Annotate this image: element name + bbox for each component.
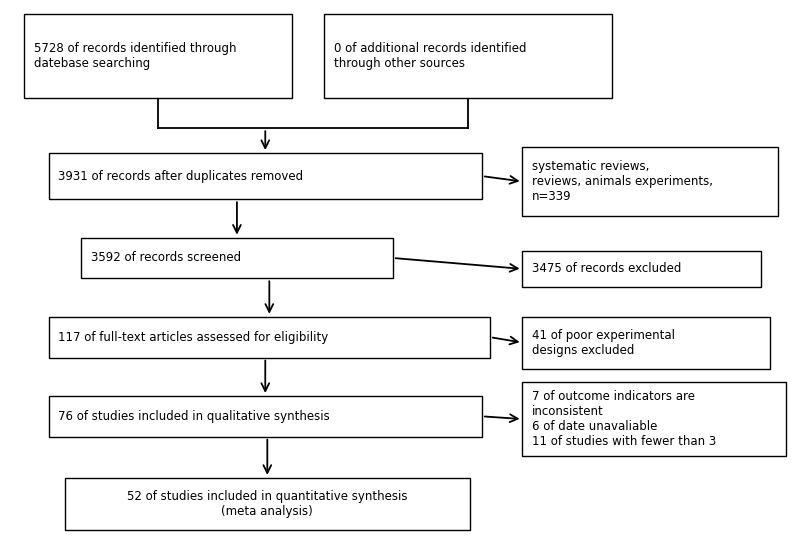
Text: 0 of additional records identified
through other sources: 0 of additional records identified throu… bbox=[334, 42, 526, 70]
FancyBboxPatch shape bbox=[522, 251, 761, 287]
Text: 41 of poor experimental
designs excluded: 41 of poor experimental designs excluded bbox=[532, 329, 676, 357]
Text: 52 of studies included in quantitative synthesis
(meta analysis): 52 of studies included in quantitative s… bbox=[127, 490, 407, 518]
FancyBboxPatch shape bbox=[324, 14, 612, 98]
Text: 3931 of records after duplicates removed: 3931 of records after duplicates removed bbox=[58, 170, 304, 182]
FancyBboxPatch shape bbox=[522, 147, 778, 216]
FancyBboxPatch shape bbox=[49, 153, 482, 199]
Text: 117 of full-text articles assessed for eligibility: 117 of full-text articles assessed for e… bbox=[58, 331, 329, 343]
Text: 7 of outcome indicators are
inconsistent
6 of date unavaliable
11 of studies wit: 7 of outcome indicators are inconsistent… bbox=[532, 390, 716, 448]
FancyBboxPatch shape bbox=[49, 317, 490, 358]
FancyBboxPatch shape bbox=[522, 317, 770, 369]
FancyBboxPatch shape bbox=[65, 478, 470, 530]
FancyBboxPatch shape bbox=[522, 382, 786, 456]
Text: systematic reviews,
reviews, animals experiments,
n=339: systematic reviews, reviews, animals exp… bbox=[532, 160, 713, 203]
Text: 3475 of records excluded: 3475 of records excluded bbox=[532, 263, 681, 275]
Text: 76 of studies included in qualitative synthesis: 76 of studies included in qualitative sy… bbox=[58, 410, 330, 423]
Text: 3592 of records screened: 3592 of records screened bbox=[91, 252, 241, 264]
FancyBboxPatch shape bbox=[49, 396, 482, 437]
FancyBboxPatch shape bbox=[81, 238, 393, 278]
FancyBboxPatch shape bbox=[24, 14, 292, 98]
Text: 5728 of records identified through
datebase searching: 5728 of records identified through dateb… bbox=[34, 42, 237, 70]
